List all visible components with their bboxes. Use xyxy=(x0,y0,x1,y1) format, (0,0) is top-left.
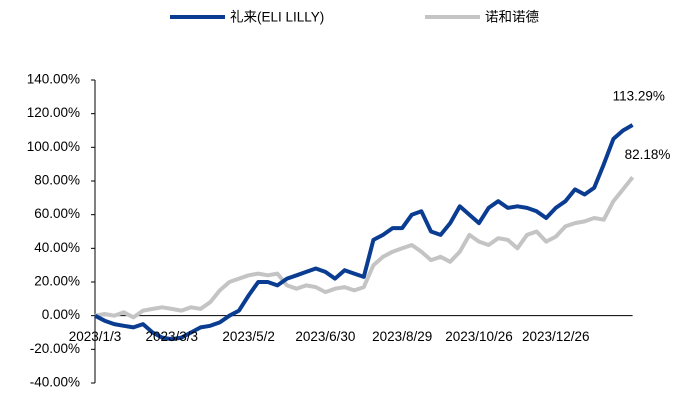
x-tick-label: 2023/8/29 xyxy=(372,329,432,344)
y-tick-label: 40.00% xyxy=(34,240,80,255)
legend-label: 礼来(ELI LILLY) xyxy=(230,10,324,25)
y-tick-label: 60.00% xyxy=(34,206,80,221)
series-line xyxy=(94,123,634,342)
y-tick-label: -20.00% xyxy=(30,341,80,356)
series-line xyxy=(94,176,635,320)
x-tick-label: 2023/6/30 xyxy=(295,329,355,344)
x-tick-label: 2023/5/2 xyxy=(222,329,275,344)
x-tick-label: 2023/3/3 xyxy=(146,329,199,344)
y-tick-label: 100.00% xyxy=(27,139,80,154)
y-tick-label: 120.00% xyxy=(27,105,80,120)
x-tick-label: 2023/1/3 xyxy=(69,329,122,344)
annotation: 113.29% xyxy=(613,89,665,104)
y-tick-label: 0.00% xyxy=(42,307,80,322)
y-tick-label: -40.00% xyxy=(30,375,80,390)
x-tick-label: 2023/12/26 xyxy=(522,329,590,344)
y-tick-label: 80.00% xyxy=(34,173,80,188)
legend-label: 诺和诺德 xyxy=(485,10,539,25)
annotation: 82.18% xyxy=(625,147,671,162)
x-tick-label: 2023/10/26 xyxy=(445,329,513,344)
y-tick-label: 140.00% xyxy=(27,72,80,87)
y-tick-label: 20.00% xyxy=(34,274,80,289)
